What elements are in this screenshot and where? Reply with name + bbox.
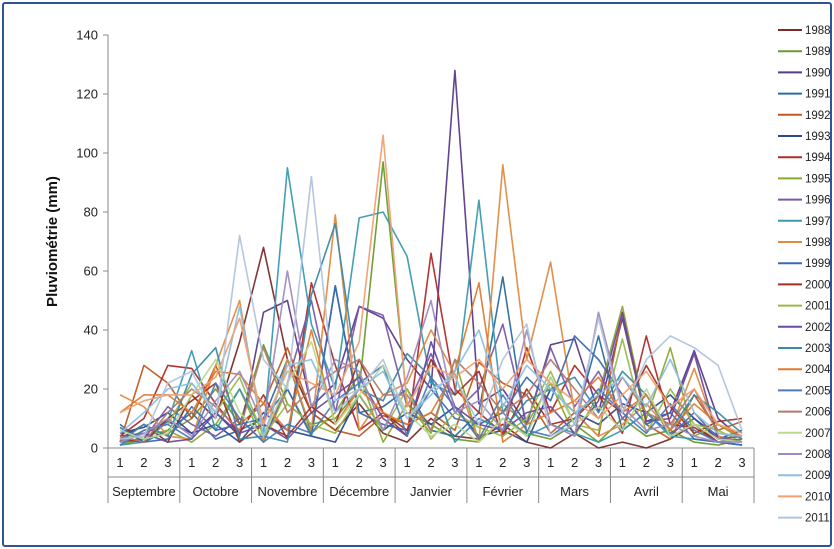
legend-label-1998: 1998 — [805, 237, 831, 249]
legend-label-1996: 1996 — [805, 195, 831, 207]
x-tick-label-decade: 3 — [308, 455, 315, 470]
x-tick-label-decade: 2 — [571, 455, 578, 470]
x-tick-label-decade: 3 — [451, 455, 458, 470]
x-tick-label-decade: 1 — [116, 455, 123, 470]
x-tick-label-decade: 2 — [356, 455, 363, 470]
x-tick-label-decade: 3 — [595, 455, 602, 470]
series-line-2000 — [119, 358, 743, 443]
y-tick-label: 80 — [84, 205, 98, 220]
series-line-2002 — [119, 311, 743, 443]
y-tick-label: 120 — [76, 87, 98, 102]
x-tick-label-month: Mai — [708, 484, 729, 499]
legend-label-1990: 1990 — [805, 67, 831, 79]
x-tick-label-decade: 3 — [738, 455, 745, 470]
legend-label-1999: 1999 — [805, 258, 831, 270]
y-tick-label: 20 — [84, 382, 98, 397]
x-tick-label-month: Novembre — [257, 484, 317, 499]
x-tick-label-decade: 1 — [475, 455, 482, 470]
series-line-2009 — [119, 305, 743, 438]
legend-label-2011: 2011 — [805, 513, 830, 525]
y-tick-label: 100 — [76, 146, 98, 161]
x-tick-label-decade: 3 — [380, 455, 387, 470]
x-tick-label-decade: 2 — [714, 455, 721, 470]
y-tick-label: 0 — [91, 441, 98, 456]
x-tick-label-decade: 3 — [236, 455, 243, 470]
x-tick-label-decade: 2 — [643, 455, 650, 470]
series-line-2006 — [119, 346, 743, 443]
legend-label-2001: 2001 — [805, 301, 831, 313]
x-tick-label-decade: 1 — [403, 455, 410, 470]
y-tick-label: 60 — [84, 264, 98, 279]
x-tick-label-decade: 3 — [667, 455, 674, 470]
legend-label-2003: 2003 — [805, 343, 831, 355]
y-axis-label: Pluviométrie (mm) — [44, 176, 61, 307]
x-tick-label-decade: 2 — [284, 455, 291, 470]
x-tick-label-decade: 3 — [523, 455, 530, 470]
legend-label-1989: 1989 — [805, 46, 831, 58]
x-tick-label-decade: 1 — [188, 455, 195, 470]
legend-label-1992: 1992 — [805, 110, 831, 122]
x-tick-label-decade: 1 — [332, 455, 339, 470]
y-tick-label: 40 — [84, 323, 98, 338]
legend-label-1988: 1988 — [805, 25, 831, 37]
x-tick-label-month: Octobre — [193, 484, 239, 499]
x-tick-label-month: Mars — [560, 484, 589, 499]
x-tick-label-decade: 1 — [260, 455, 267, 470]
x-tick-label-decade: 3 — [164, 455, 171, 470]
x-tick-label-month: Avril — [634, 484, 659, 499]
legend-label-2010: 2010 — [805, 491, 831, 503]
series-line-1998 — [119, 164, 743, 443]
x-tick-label-decade: 1 — [547, 455, 554, 470]
x-tick-label-month: Décembre — [329, 484, 389, 499]
legend-label-2004: 2004 — [805, 364, 831, 376]
legend-label-2008: 2008 — [805, 449, 831, 461]
legend-label-2002: 2002 — [805, 322, 831, 334]
x-tick-label-decade: 1 — [619, 455, 626, 470]
series-line-2008 — [119, 270, 742, 443]
series-line-2011 — [119, 175, 743, 440]
legend-label-1995: 1995 — [805, 173, 831, 185]
legend-label-2005: 2005 — [805, 385, 831, 397]
legend-label-1994: 1994 — [805, 152, 831, 164]
x-tick-label-month: Septembre — [112, 484, 176, 499]
legend-label-1993: 1993 — [805, 131, 831, 143]
legend-label-1991: 1991 — [805, 89, 831, 101]
x-tick-label-decade: 1 — [691, 455, 698, 470]
legend-label-2009: 2009 — [805, 470, 831, 482]
legend-label-1997: 1997 — [805, 216, 831, 228]
x-tick-label-decade: 2 — [212, 455, 219, 470]
x-tick-label-decade: 2 — [499, 455, 506, 470]
x-tick-label-decade: 2 — [140, 455, 147, 470]
series-line-1997 — [119, 167, 743, 446]
legend-label-2007: 2007 — [805, 428, 831, 440]
x-tick-label-month: Janvier — [410, 484, 453, 499]
series-line-1988 — [119, 246, 743, 449]
x-tick-label-month: Février — [483, 484, 524, 499]
legend-label-2000: 2000 — [805, 279, 831, 291]
y-tick-label: 140 — [76, 28, 98, 43]
legend-label-2006: 2006 — [805, 407, 831, 419]
series-line-2005 — [119, 364, 743, 446]
x-tick-label-decade: 2 — [427, 455, 434, 470]
